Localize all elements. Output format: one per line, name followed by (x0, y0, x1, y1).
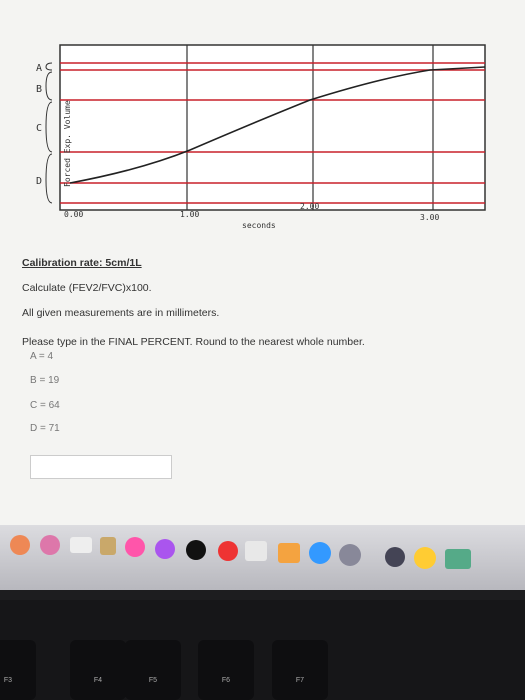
measurement: B = 19 (30, 375, 60, 386)
app-icon[interactable] (10, 535, 30, 555)
key-label: F3 (3, 677, 13, 684)
x-axis-label: seconds (242, 221, 276, 230)
units-note: All given measurements are in millimeter… (22, 307, 220, 319)
app-icon[interactable] (278, 543, 300, 563)
volume-curve (69, 66, 486, 184)
dock (0, 525, 525, 590)
app-icon[interactable] (70, 537, 92, 553)
app-icon[interactable] (445, 549, 471, 569)
app-icon[interactable] (40, 535, 60, 555)
app-icon[interactable] (100, 537, 116, 555)
bracket-label: D (36, 176, 42, 187)
key-label: F7 (295, 677, 305, 684)
measurement: C = 64 (30, 400, 60, 411)
bracket-label: C (36, 123, 42, 134)
x-tick-label: 1.00 (180, 210, 199, 219)
bracket-label: A (36, 63, 42, 74)
key[interactable]: F5 (125, 640, 181, 700)
app-icon[interactable] (186, 540, 206, 560)
key-label: F4 (93, 677, 103, 684)
key-label: F5 (148, 677, 158, 684)
calibration: Calibration rate: 5cm/1L (22, 257, 142, 269)
dock-icons (10, 535, 471, 569)
y-axis-label: Forced Exp. Volume (63, 100, 72, 187)
measurement: D = 71 (30, 423, 60, 434)
screen: Forced Exp. Volume A B C D 0.00 1.00 2.0… (0, 0, 525, 545)
x-tick-label: 0.00 (64, 210, 83, 219)
brackets (45, 62, 53, 204)
app-icon[interactable] (339, 544, 361, 566)
key-label: F6 (221, 677, 231, 684)
app-icon[interactable] (218, 541, 238, 561)
spirometry-figure: Forced Exp. Volume A B C D 0.00 1.00 2.0… (36, 44, 486, 230)
app-icon[interactable] (245, 541, 267, 561)
measurement: A = 4 (30, 351, 54, 362)
prompt: Please type in the FINAL PERCENT. Round … (22, 336, 365, 348)
app-icon[interactable] (414, 547, 436, 569)
key[interactable]: F3 (0, 640, 36, 700)
app-icon[interactable] (309, 542, 331, 564)
key[interactable]: F4 (70, 640, 126, 700)
key[interactable]: F7 (272, 640, 328, 700)
x-tick-label: 2.00 (300, 202, 319, 211)
measurement-lines (60, 62, 485, 204)
key[interactable]: F6 (198, 640, 254, 700)
app-icon[interactable] (155, 539, 175, 559)
bracket-label: B (36, 84, 42, 95)
answer-input[interactable] (30, 455, 172, 479)
app-icon[interactable] (125, 537, 145, 557)
x-tick-label: 3.00 (420, 213, 439, 222)
instruction: Calculate (FEV2/FVC)x100. (22, 282, 152, 294)
app-icon[interactable] (385, 547, 405, 567)
